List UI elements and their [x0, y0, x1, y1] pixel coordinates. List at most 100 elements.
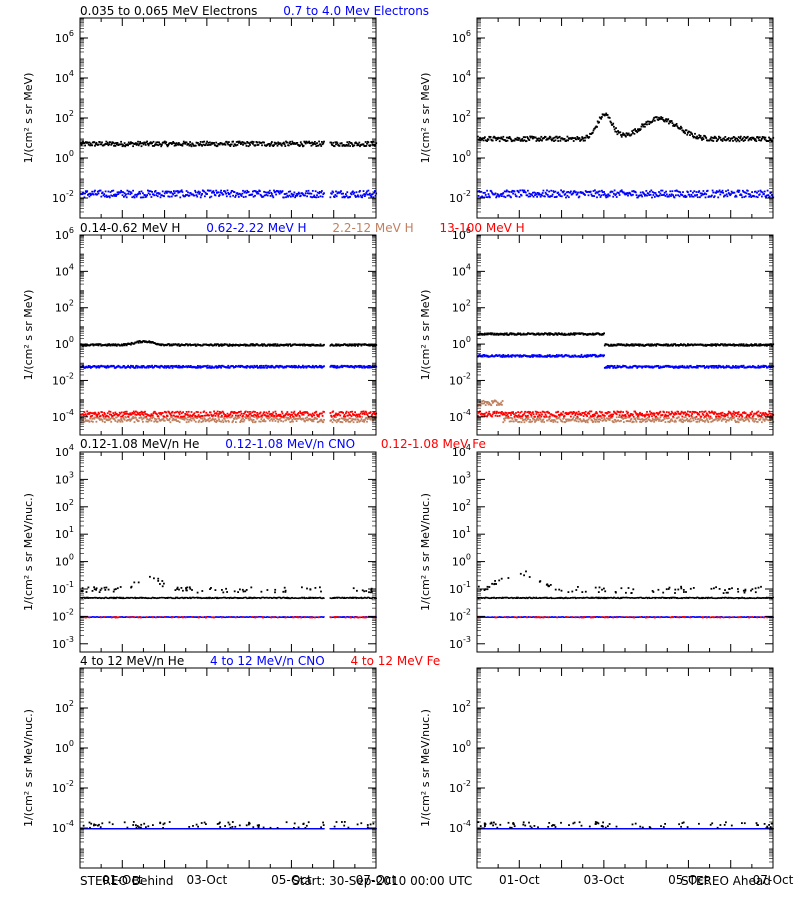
data-point — [244, 344, 247, 347]
data-point — [765, 343, 767, 346]
data-point — [276, 144, 279, 147]
data-point — [606, 195, 609, 198]
data-point — [161, 412, 164, 414]
data-point — [721, 189, 724, 192]
data-point — [483, 196, 486, 199]
data-point — [625, 135, 627, 138]
data-point — [569, 191, 572, 194]
data-point — [644, 125, 646, 128]
data-point — [80, 143, 83, 146]
data-point — [216, 413, 218, 415]
data-point — [727, 137, 730, 139]
data-point — [335, 367, 338, 369]
data-point — [547, 416, 550, 418]
data-point — [522, 418, 525, 421]
data-point — [718, 364, 720, 367]
data-point — [336, 142, 339, 145]
data-point — [195, 194, 198, 196]
data-point — [744, 195, 747, 198]
data-point — [297, 412, 300, 414]
data-point — [534, 354, 537, 357]
data-point — [217, 416, 220, 419]
data-point — [107, 144, 110, 147]
data-point — [242, 189, 244, 192]
data-point — [153, 420, 156, 423]
data-point — [178, 413, 181, 416]
data-point — [248, 413, 251, 415]
data-point — [252, 410, 255, 413]
data-point — [752, 136, 755, 139]
data-point — [184, 142, 187, 145]
data-point — [145, 420, 148, 423]
data-point — [273, 418, 275, 420]
data-point — [570, 190, 572, 193]
data-point — [181, 415, 184, 418]
data-point — [228, 343, 231, 346]
data-point — [214, 418, 217, 420]
data-point — [765, 365, 767, 368]
data-point — [301, 365, 304, 368]
data-point — [306, 419, 309, 422]
data-point — [206, 366, 208, 369]
data-point — [186, 343, 189, 346]
data-point — [226, 416, 229, 419]
data-point — [302, 418, 305, 421]
data-point — [606, 114, 609, 116]
data-point — [676, 125, 679, 128]
data-point — [557, 191, 560, 194]
data-point — [194, 144, 197, 147]
data-point — [228, 345, 230, 347]
data-point — [715, 365, 718, 367]
data-point — [501, 400, 504, 402]
data-point — [567, 139, 569, 142]
data-point — [217, 191, 220, 194]
data-point — [113, 142, 116, 145]
data-point — [292, 143, 295, 145]
data-point — [333, 415, 336, 418]
data-point — [601, 191, 604, 194]
data-point — [362, 419, 365, 421]
data-point — [142, 365, 145, 367]
data-point — [259, 420, 262, 423]
data-point — [176, 416, 179, 419]
data-point — [94, 189, 96, 192]
data-point — [756, 136, 759, 138]
data-point — [664, 119, 667, 122]
data-point — [256, 364, 258, 367]
data-point — [602, 194, 605, 196]
data-point — [310, 414, 313, 417]
data-point — [370, 195, 373, 198]
data-point — [313, 366, 316, 369]
data-point — [606, 417, 609, 420]
data-point — [301, 143, 304, 146]
data-point — [615, 344, 618, 347]
y-tick-label: 100 — [55, 335, 74, 351]
data-point — [111, 416, 114, 419]
data-point — [163, 415, 165, 418]
data-point — [333, 196, 336, 198]
data-point — [173, 411, 176, 414]
data-point — [753, 138, 756, 140]
data-point — [344, 418, 347, 420]
data-point — [655, 344, 658, 347]
data-point — [110, 194, 113, 197]
data-point — [188, 194, 191, 197]
data-point — [527, 137, 529, 140]
data-point — [151, 191, 153, 193]
data-point — [680, 125, 682, 128]
data-point — [100, 195, 103, 198]
data-point — [764, 136, 767, 139]
data-point — [256, 414, 259, 416]
data-point — [687, 131, 689, 134]
data-point — [158, 417, 160, 420]
data-point — [256, 192, 258, 195]
data-point — [686, 133, 689, 136]
data-point — [570, 138, 573, 140]
data-point — [555, 354, 558, 356]
data-point — [329, 365, 332, 368]
data-point — [204, 414, 207, 417]
data-point — [226, 412, 229, 415]
data-point — [758, 344, 761, 347]
data-point — [703, 193, 705, 196]
data-point — [311, 415, 313, 418]
